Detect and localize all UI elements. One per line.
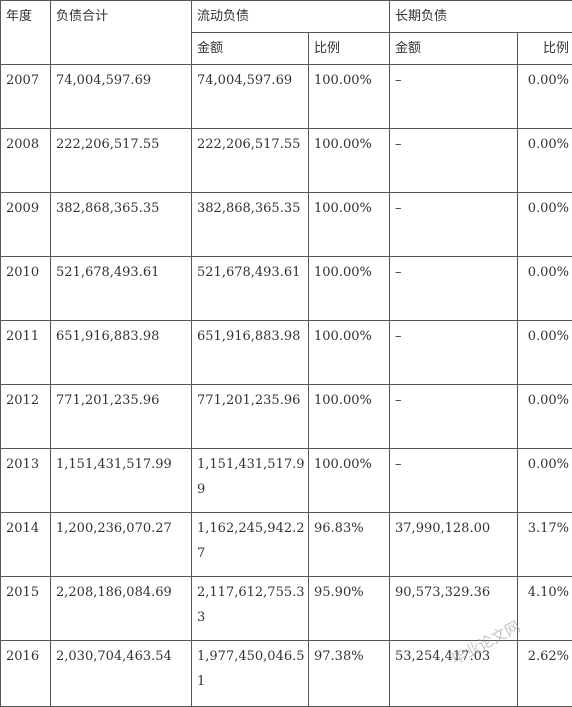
year-cell: 2010	[1, 257, 51, 321]
current-amount-cell: 382,868,365.35	[192, 193, 309, 257]
longterm-amount-cell: 90,573,329.36	[390, 577, 518, 641]
longterm-amount-cell: –	[390, 385, 518, 449]
current-ratio-cell: 100.00%	[309, 129, 390, 193]
header-row-top: 年度 负债合计 流动负债 长期负债	[1, 1, 572, 33]
total-cell: 1,151,431,517.99	[51, 449, 192, 513]
longterm-amount-cell: 53,254,417.03	[390, 641, 518, 707]
year-cell: 2008	[1, 129, 51, 193]
total-cell: 2,208,186,084.69	[51, 577, 192, 641]
longterm-amount-header: 金额	[390, 33, 518, 65]
total-cell: 2,030,704,463.54	[51, 641, 192, 707]
current-ratio-cell: 100.00%	[309, 449, 390, 513]
longterm-ratio-header: 比例	[518, 33, 572, 65]
total-cell: 382,868,365.35	[51, 193, 192, 257]
current-amount-cell: 1,162,245,942.27	[192, 513, 309, 577]
year-cell: 2009	[1, 193, 51, 257]
current-amount-cell: 2,117,612,755.33	[192, 577, 309, 641]
total-cell: 74,004,597.69	[51, 65, 192, 129]
current-amount-cell: 651,916,883.98	[192, 321, 309, 385]
longterm-ratio-cell: 0.00%	[518, 129, 572, 193]
longterm-ratio-cell: 0.00%	[518, 321, 572, 385]
year-cell: 2011	[1, 321, 51, 385]
longterm-ratio-cell: 4.10%	[518, 577, 572, 641]
current-amount-cell: 1,151,431,517.99	[192, 449, 309, 513]
current-amount-header: 金额	[192, 33, 309, 65]
longterm-amount-cell: –	[390, 449, 518, 513]
longterm-ratio-cell: 0.00%	[518, 449, 572, 513]
year-cell: 2007	[1, 65, 51, 129]
longterm-ratio-cell: 0.00%	[518, 65, 572, 129]
current-ratio-cell: 95.90%	[309, 577, 390, 641]
longterm-ratio-cell: 0.00%	[518, 193, 572, 257]
longterm-amount-cell: –	[390, 257, 518, 321]
longterm-ratio-cell: 2.62%	[518, 641, 572, 707]
longterm-amount-cell: 37,990,128.00	[390, 513, 518, 577]
longterm-amount-cell: –	[390, 65, 518, 129]
year-header: 年度	[1, 1, 51, 65]
current-ratio-cell: 100.00%	[309, 257, 390, 321]
longterm-ratio-cell: 0.00%	[518, 257, 572, 321]
current-ratio-cell: 97.38%	[309, 641, 390, 707]
current-ratio-cell: 100.00%	[309, 193, 390, 257]
longterm-liabilities-header: 长期负债	[390, 1, 572, 33]
longterm-ratio-cell: 3.17%	[518, 513, 572, 577]
year-cell: 2015	[1, 577, 51, 641]
longterm-ratio-cell: 0.00%	[518, 385, 572, 449]
total-cell: 771,201,235.96	[51, 385, 192, 449]
total-cell: 1,200,236,070.27	[51, 513, 192, 577]
current-amount-cell: 1,977,450,046.51	[192, 641, 309, 707]
current-liabilities-header: 流动负债	[192, 1, 390, 33]
total-cell: 651,916,883.98	[51, 321, 192, 385]
total-liabilities-header: 负债合计	[51, 1, 192, 65]
current-ratio-header: 比例	[309, 33, 390, 65]
longterm-amount-cell: –	[390, 129, 518, 193]
year-cell: 2014	[1, 513, 51, 577]
current-amount-cell: 771,201,235.96	[192, 385, 309, 449]
longterm-amount-cell: –	[390, 321, 518, 385]
current-amount-cell: 521,678,493.61	[192, 257, 309, 321]
current-amount-cell: 222,206,517.55	[192, 129, 309, 193]
year-cell: 2013	[1, 449, 51, 513]
current-amount-cell: 74,004,597.69	[192, 65, 309, 129]
current-ratio-cell: 100.00%	[309, 321, 390, 385]
current-ratio-cell: 100.00%	[309, 65, 390, 129]
longterm-amount-cell: –	[390, 193, 518, 257]
year-cell: 2012	[1, 385, 51, 449]
year-cell: 2016	[1, 641, 51, 707]
total-cell: 222,206,517.55	[51, 129, 192, 193]
current-ratio-cell: 96.83%	[309, 513, 390, 577]
total-cell: 521,678,493.61	[51, 257, 192, 321]
current-ratio-cell: 100.00%	[309, 385, 390, 449]
